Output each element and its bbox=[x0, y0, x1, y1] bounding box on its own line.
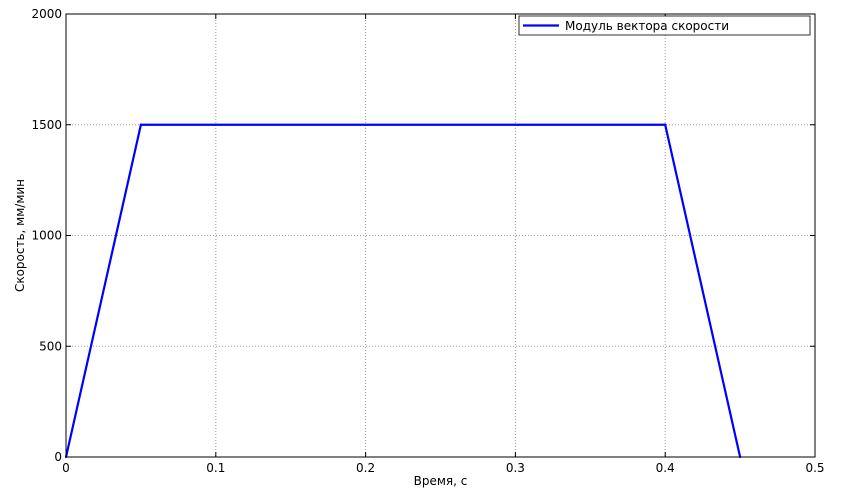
y-tick-label: 1000 bbox=[31, 229, 62, 243]
y-tick-label: 500 bbox=[39, 339, 62, 353]
y-axis-label: Скорость, мм/мин bbox=[13, 179, 27, 292]
data-point bbox=[664, 123, 667, 126]
x-tick-label: 0.3 bbox=[506, 461, 525, 475]
legend: Модуль вектора скорости bbox=[518, 15, 811, 36]
x-axis-label: Время, с bbox=[414, 474, 468, 488]
legend-label: Модуль вектора скорости bbox=[565, 19, 729, 33]
x-tick-label: 0.5 bbox=[805, 461, 824, 475]
series-layer bbox=[64, 123, 742, 459]
x-tick-labels: 0 0.1 0.2 0.3 0.4 0.5 bbox=[62, 461, 824, 475]
data-point bbox=[139, 123, 142, 126]
y-tick-label: 0 bbox=[54, 450, 62, 464]
y-tick-label: 1500 bbox=[31, 118, 62, 132]
y-tick-label: 2000 bbox=[31, 7, 62, 21]
x-tick-label: 0 bbox=[62, 461, 70, 475]
series-line-speed-magnitude bbox=[64, 123, 742, 458]
x-tick-label: 0.1 bbox=[206, 461, 225, 475]
x-tick-label: 0.4 bbox=[656, 461, 675, 475]
legend-frame bbox=[518, 15, 811, 36]
plot-area-frame bbox=[65, 13, 816, 458]
x-tick-label: 0.2 bbox=[356, 461, 375, 475]
grid bbox=[66, 14, 815, 457]
y-tick-labels: 0 500 1000 1500 2000 bbox=[31, 7, 62, 464]
